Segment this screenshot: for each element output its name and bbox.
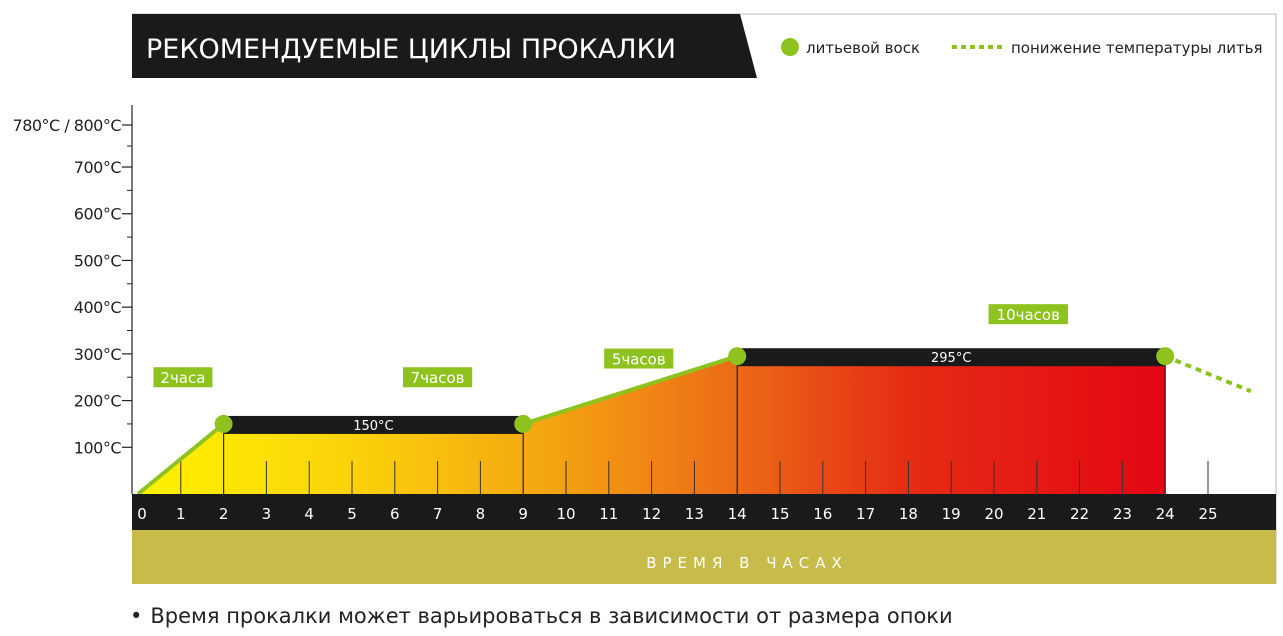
x-tick-label-15: 15 xyxy=(770,505,789,523)
cooldown-line xyxy=(1164,354,1252,394)
duration-badge-2 xyxy=(604,348,674,369)
legend-label-cooldown: понижение температуры литья xyxy=(1011,39,1263,57)
x-tick-label-18: 18 xyxy=(899,505,918,523)
x-tick-label-17: 17 xyxy=(856,505,875,523)
duration-label-2: 5часов xyxy=(612,351,666,369)
x-tick-label-9: 9 xyxy=(518,505,528,523)
duration-badge-1 xyxy=(403,367,473,388)
hold-bar-0 xyxy=(223,415,524,434)
footnote: • Время прокалки может варьироваться в за… xyxy=(130,604,953,628)
x-tick-label-23: 23 xyxy=(1113,505,1132,523)
x-tick-label-24: 24 xyxy=(1156,505,1175,523)
y-tick-label-7: 780°C / 800°C xyxy=(13,116,122,135)
chart: РЕКОМЕНДУЕМЫЕ ЦИКЛЫ ПРОКАЛКИ литьевой во… xyxy=(13,13,1277,584)
x-tick-label-5: 5 xyxy=(347,505,357,523)
x-tick-label-25: 25 xyxy=(1198,505,1217,523)
title-banner xyxy=(132,14,757,78)
x-tick-label-4: 4 xyxy=(304,505,314,523)
x-tick-label-14: 14 xyxy=(728,505,747,523)
data-point-9 xyxy=(514,414,533,433)
data-point-2 xyxy=(214,414,233,433)
x-axis-bar xyxy=(132,494,1276,530)
x-tick-label-20: 20 xyxy=(984,505,1003,523)
x-tick-label-3: 3 xyxy=(262,505,272,523)
y-tick-label-1: 200°C xyxy=(74,392,122,411)
duration-label-1: 7часов xyxy=(411,369,465,387)
y-tick-label-2: 300°C xyxy=(74,345,122,364)
footnote-text: Время прокалки может варьироваться в зав… xyxy=(150,604,953,628)
x-tick-label-8: 8 xyxy=(476,505,486,523)
x-tick-label-2: 2 xyxy=(219,505,229,523)
ramp-segment-2 xyxy=(522,354,738,426)
y-tick-label-6: 700°C xyxy=(74,158,122,177)
x-tick-label-12: 12 xyxy=(642,505,661,523)
y-tick-label-3: 400°C xyxy=(74,298,122,317)
duration-badge-3 xyxy=(988,304,1068,325)
y-tick-label-0: 100°C xyxy=(74,438,122,457)
y-tick-label-5: 600°C xyxy=(74,205,122,224)
x-tick-label-10: 10 xyxy=(556,505,575,523)
x-tick-label-0: 0 xyxy=(137,505,147,523)
legend-dot-icon xyxy=(781,38,799,56)
bullet-icon: • xyxy=(130,604,143,628)
y-tick-label-4: 500°C xyxy=(74,251,122,270)
data-point-24 xyxy=(1156,347,1175,366)
x-tick-label-13: 13 xyxy=(685,505,704,523)
legend-label-wax: литьевой воск xyxy=(806,39,920,57)
temperature-area xyxy=(138,356,1166,494)
duration-badge-0 xyxy=(153,367,213,388)
x-tick-label-16: 16 xyxy=(813,505,832,523)
x-tick-label-19: 19 xyxy=(942,505,961,523)
x-tick-label-7: 7 xyxy=(433,505,443,523)
x-tick-label-21: 21 xyxy=(1027,505,1046,523)
x-axis-band xyxy=(132,530,1276,584)
data-point-14 xyxy=(728,347,747,366)
duration-label-3: 10часов xyxy=(997,306,1060,324)
x-axis-title: ВРЕМЯ В ЧАСАХ xyxy=(646,554,848,572)
hold-label-1: 295°C xyxy=(931,351,971,366)
ramp-segment-0 xyxy=(136,422,225,496)
hold-label-0: 150°C xyxy=(353,419,393,434)
x-tick-label-22: 22 xyxy=(1070,505,1089,523)
x-tick-label-11: 11 xyxy=(599,505,618,523)
duration-label-0: 2часа xyxy=(160,369,205,387)
chart-title: РЕКОМЕНДУЕМЫЕ ЦИКЛЫ ПРОКАЛКИ xyxy=(146,34,676,65)
x-tick-label-1: 1 xyxy=(176,505,186,523)
hold-bar-1 xyxy=(737,348,1166,367)
x-tick-label-6: 6 xyxy=(390,505,400,523)
